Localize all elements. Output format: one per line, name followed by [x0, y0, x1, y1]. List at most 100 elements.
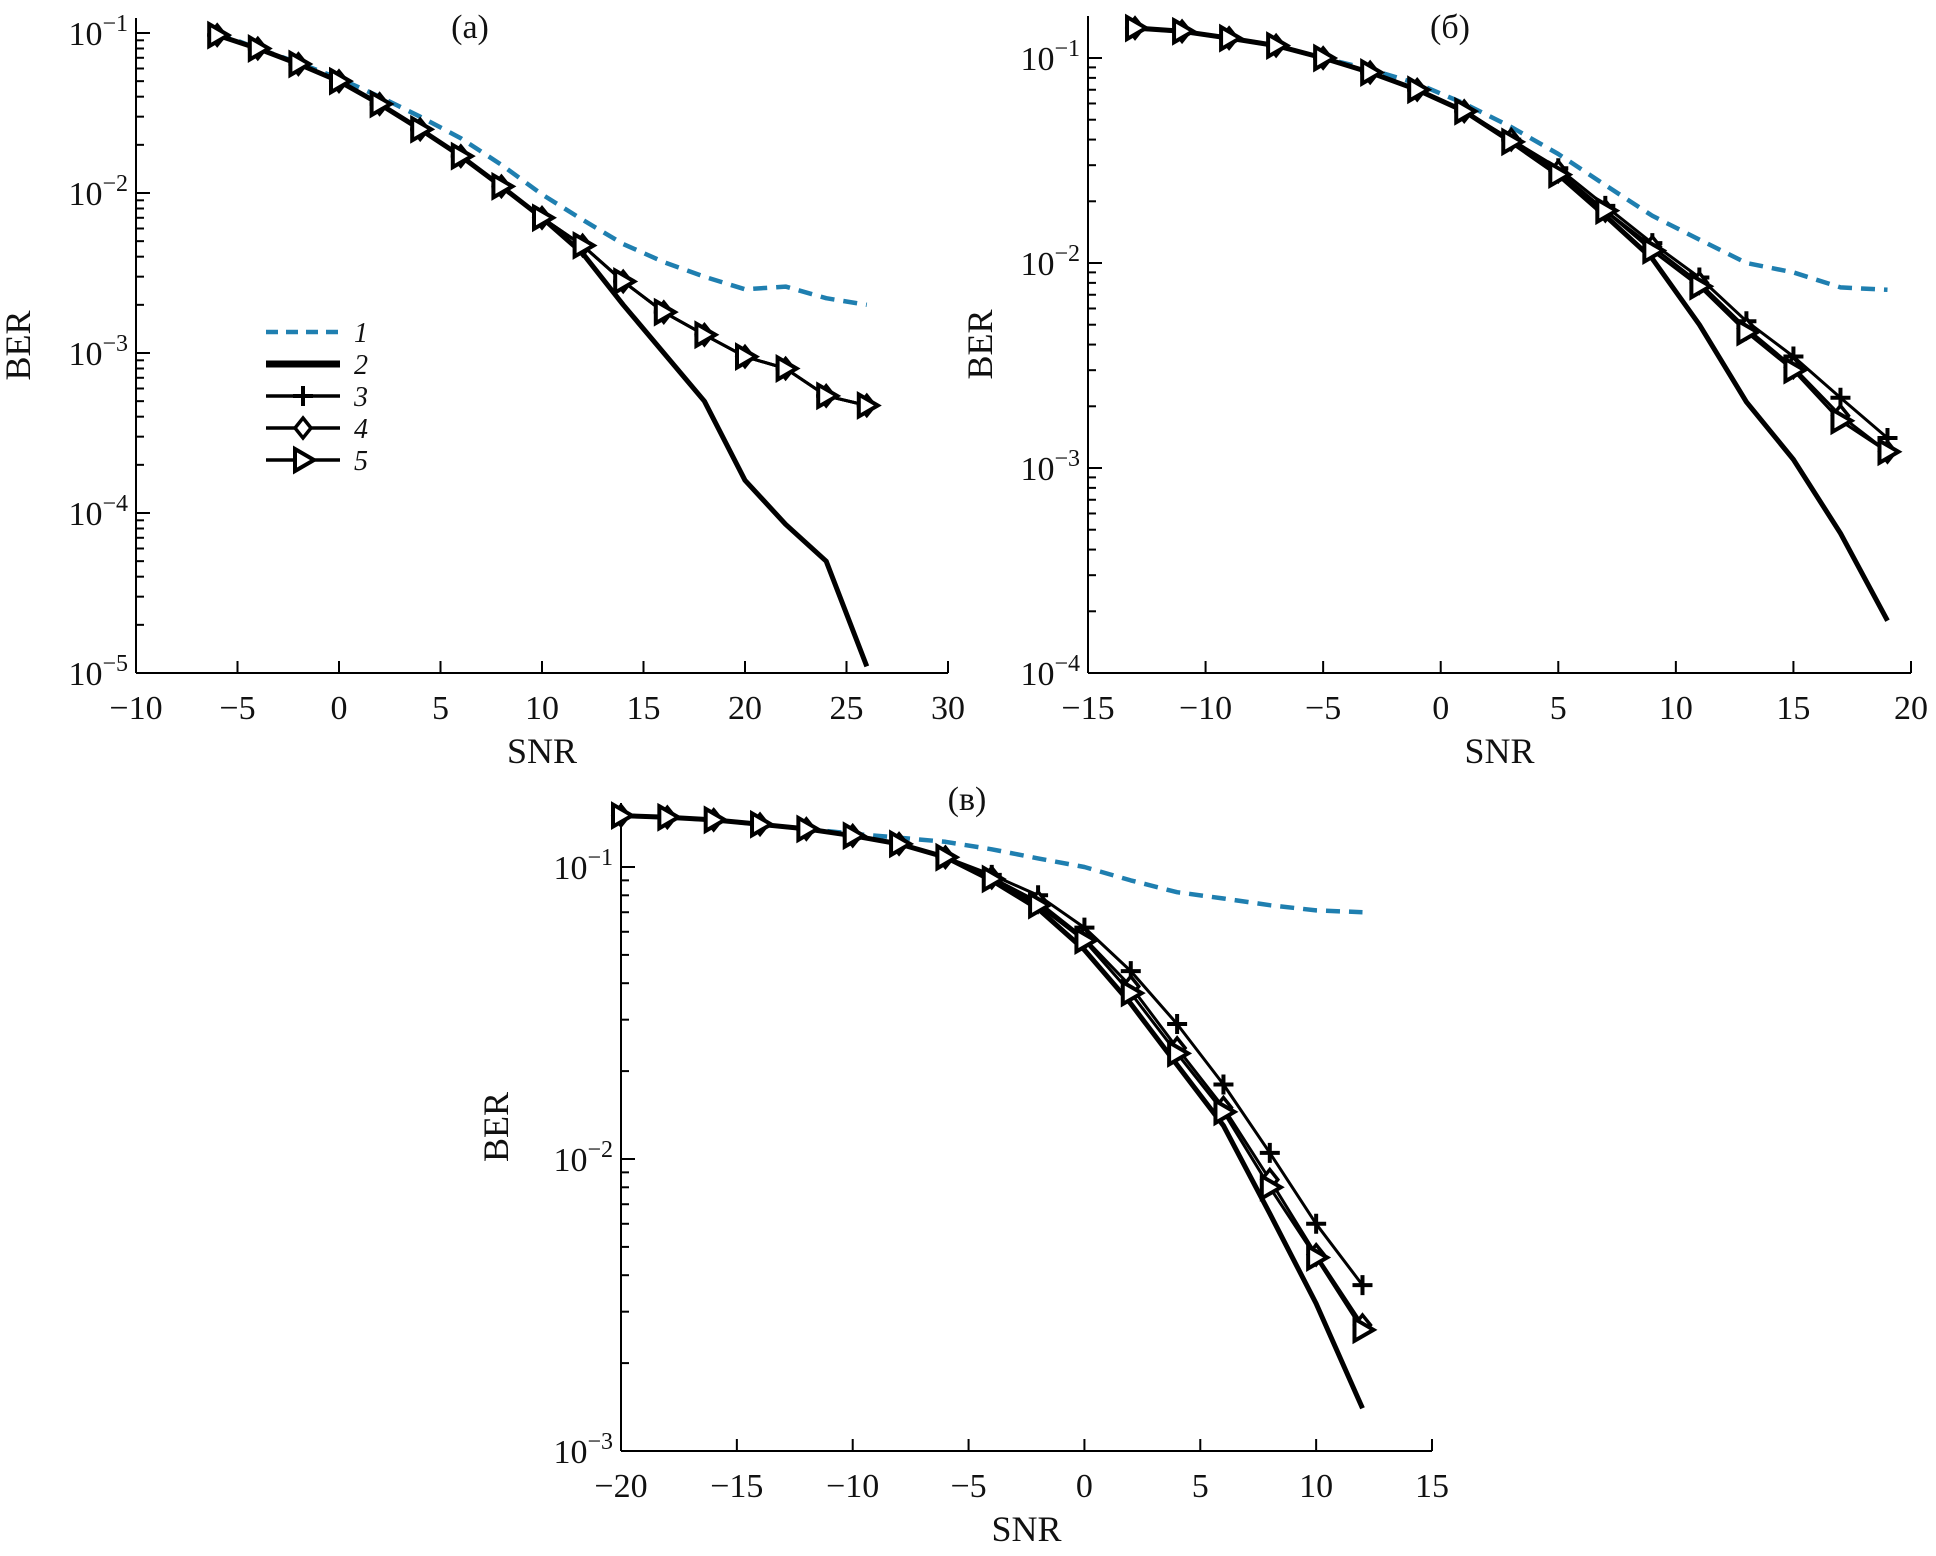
series-line-4 — [620, 814, 1364, 1326]
y-tick-exponent: −4 — [1054, 651, 1080, 677]
data-point-triangle-right — [1360, 58, 1386, 87]
series-5 — [207, 20, 882, 420]
series-5 — [611, 801, 1378, 1345]
x-tick-label: 5 — [1192, 1468, 1209, 1505]
x-tick-label: 0 — [1076, 1468, 1093, 1505]
data-point-triangle-right — [369, 89, 395, 119]
y-tick-label: 10−4 — [1020, 651, 1080, 693]
series-line-3 — [1134, 26, 1889, 440]
x-tick-label: −10 — [1179, 690, 1232, 727]
series-1 — [1134, 25, 1888, 293]
x-tick-label: 20 — [728, 690, 762, 727]
data-point-triangle-right — [1266, 31, 1292, 61]
x-tick-label: 10 — [1659, 690, 1693, 727]
x-tick-label: 5 — [432, 690, 449, 727]
panel-label: (б) — [1430, 9, 1470, 46]
y-tick-label: 10−4 — [68, 491, 128, 533]
data-point-triangle-right — [1167, 1038, 1193, 1068]
data-point-triangle-right — [694, 320, 720, 350]
data-point-triangle-right — [1501, 127, 1527, 157]
series-line-5 — [620, 814, 1364, 1331]
x-tick-label: −5 — [219, 690, 255, 727]
x-tick-label: −5 — [950, 1468, 986, 1505]
data-point-triangle-right — [816, 381, 842, 411]
data-point-triangle-right — [1407, 75, 1433, 105]
data-point-triangle-right — [1877, 437, 1903, 467]
legend-label: 4 — [354, 414, 368, 445]
series-line-2 — [216, 32, 870, 668]
x-tick-label: 5 — [1550, 690, 1567, 727]
x-tick-label: 25 — [830, 690, 864, 727]
y-tick-base: 10 — [68, 656, 102, 693]
data-point-triangle-right — [1689, 271, 1715, 301]
x-tick-label: 15 — [1776, 690, 1810, 727]
x-tick-label: 10 — [1299, 1468, 1333, 1505]
chart-panel-2: −15 −10 −5 0 5 10 15 2010−110−210−310−4SNRBER(б… — [960, 9, 1928, 771]
x-tick-label: 20 — [1894, 690, 1928, 727]
legend-label: 2 — [354, 350, 368, 381]
data-point-triangle-right — [410, 114, 436, 144]
data-point-triangle-right — [1219, 23, 1245, 53]
y-axis-label: BER — [960, 309, 1000, 379]
data-point-triangle-right — [1120, 978, 1146, 1008]
y-tick-exponent: −1 — [587, 845, 613, 871]
y-tick-label: 10−1 — [553, 845, 613, 887]
series-2 — [1134, 25, 1890, 622]
data-point-triangle-right — [935, 842, 961, 872]
y-tick-exponent: −5 — [102, 651, 128, 677]
series-1 — [620, 813, 1363, 915]
data-point-triangle-right — [288, 49, 314, 79]
x-tick-label: 15 — [1415, 1468, 1449, 1505]
data-point-triangle-right — [1074, 926, 1100, 955]
data-point-triangle-right — [653, 297, 679, 327]
data-point-plus — [1213, 1074, 1234, 1095]
y-tick-exponent: −3 — [102, 331, 128, 357]
y-tick-exponent: −1 — [102, 11, 128, 37]
series-2 — [620, 813, 1365, 1410]
x-tick-label: −15 — [710, 1468, 763, 1505]
y-tick-exponent: −2 — [1054, 241, 1080, 267]
data-point-triangle-right — [796, 814, 822, 844]
data-point-triangle-right — [1028, 890, 1054, 920]
x-tick-label: 0 — [1432, 690, 1449, 727]
y-tick-label: 10−1 — [68, 11, 128, 53]
series-line-5 — [1134, 26, 1889, 454]
data-point-triangle-right — [842, 821, 868, 851]
y-tick-label: 10−5 — [68, 651, 128, 693]
chart-panel-1: −10 −5 0 5 10 15 20 25 3010−110−210−310−410−5SNR… — [0, 9, 965, 771]
data-point-triangle-right — [1454, 96, 1480, 126]
legend-marker-diamond — [292, 415, 314, 441]
data-point-plus — [1306, 1213, 1327, 1234]
y-tick-exponent: −3 — [587, 1429, 613, 1455]
data-point-triangle-right — [329, 66, 354, 96]
x-tick-label: −10 — [826, 1468, 879, 1505]
y-tick-exponent: −2 — [102, 171, 128, 197]
x-tick-label: −20 — [594, 1468, 647, 1505]
series-line-1 — [1134, 25, 1888, 293]
data-point-triangle-right — [1736, 317, 1762, 347]
series-5 — [1125, 13, 1903, 467]
series-1 — [216, 30, 868, 308]
series-line-4 — [1134, 26, 1889, 453]
data-point-triangle-right — [981, 864, 1007, 894]
data-point-triangle-right — [856, 390, 882, 420]
y-tick-base: 10 — [68, 176, 102, 213]
data-point-triangle-right — [657, 802, 683, 832]
data-point-triangle-right — [1830, 406, 1856, 436]
data-point-triangle-right — [1125, 13, 1151, 43]
x-tick-label: 10 — [525, 690, 559, 727]
y-tick-exponent: −1 — [1054, 36, 1080, 62]
data-point-plus — [1167, 1013, 1188, 1034]
data-point-plus — [1352, 1275, 1373, 1296]
series-line-1 — [620, 813, 1363, 915]
x-tick-label: −15 — [1061, 690, 1114, 727]
series-line-2 — [1134, 25, 1890, 622]
x-axis-label: SNR — [507, 731, 577, 771]
series-2 — [216, 32, 870, 668]
x-tick-label: 0 — [331, 690, 348, 727]
data-point-triangle-right — [491, 171, 517, 201]
data-point-triangle-right — [1548, 160, 1574, 190]
y-tick-base: 10 — [1020, 41, 1054, 78]
